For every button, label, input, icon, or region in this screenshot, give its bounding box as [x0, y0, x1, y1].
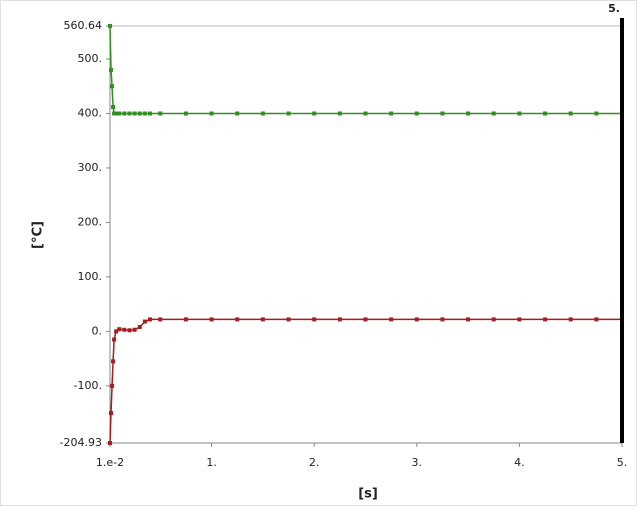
series-line [109, 25, 622, 115]
data-point [235, 111, 240, 116]
data-point [148, 111, 153, 116]
data-point [108, 24, 112, 28]
x-tick-label: 4. [514, 456, 525, 469]
data-point [108, 441, 112, 445]
data-point [543, 317, 548, 322]
y-tick-label: 0. [92, 324, 103, 337]
data-point [466, 317, 471, 322]
data-point [137, 111, 142, 116]
data-point [312, 111, 317, 116]
x-tick-label: 1.e-2 [96, 456, 124, 469]
data-point [312, 317, 317, 322]
data-point [127, 328, 132, 333]
data-point [148, 317, 153, 322]
data-point [440, 317, 445, 322]
y-tick-label: 500. [78, 52, 103, 65]
data-point [260, 111, 265, 116]
data-point [568, 111, 573, 116]
data-point [158, 111, 163, 116]
data-point [132, 327, 137, 332]
time-marker-label: 5. [608, 2, 620, 15]
data-point [414, 317, 419, 322]
data-point [568, 317, 573, 322]
data-point [337, 317, 342, 322]
y-tick-label: 300. [78, 161, 103, 174]
data-point [337, 111, 342, 116]
data-point [183, 111, 188, 116]
x-tick-label: 5. [617, 456, 628, 469]
data-point [466, 111, 471, 116]
data-point [363, 111, 368, 116]
x-axis-title: [s] [358, 487, 378, 502]
y-tick-label: 400. [78, 106, 103, 119]
data-point [110, 84, 115, 89]
data-point [132, 111, 137, 116]
data-point [117, 111, 122, 116]
data-point [117, 327, 122, 332]
data-point [440, 111, 445, 116]
data-point [235, 317, 240, 322]
data-point [122, 111, 127, 116]
data-point [594, 111, 599, 116]
y-axis-title: [°C] [31, 221, 46, 249]
data-point [112, 337, 117, 342]
data-point [142, 319, 147, 324]
data-point [127, 111, 132, 116]
data-point [142, 111, 147, 116]
data-point [363, 317, 368, 322]
data-point [111, 104, 116, 109]
data-point [158, 317, 163, 322]
x-tick-label: 1. [206, 456, 217, 469]
data-point [517, 317, 522, 322]
data-point [122, 327, 127, 332]
y-tick-label: -204.93 [60, 436, 102, 449]
x-tick-label: 3. [412, 456, 423, 469]
data-point [111, 359, 116, 364]
y-tick-label: 200. [78, 215, 103, 228]
data-point [286, 111, 291, 116]
data-point [260, 317, 265, 322]
data-point [543, 111, 548, 116]
y-tick-label: -100. [74, 379, 102, 392]
data-point [414, 111, 419, 116]
data-point [183, 317, 188, 322]
data-point [491, 317, 496, 322]
data-point [109, 67, 114, 72]
data-point [389, 317, 394, 322]
data-point [209, 111, 214, 116]
data-point [112, 111, 117, 116]
data-point [286, 317, 291, 322]
data-point [114, 329, 119, 334]
series-line [109, 318, 622, 444]
data-point [109, 411, 114, 416]
data-point [209, 317, 214, 322]
data-point [389, 111, 394, 116]
data-point [491, 111, 496, 116]
y-tick-label: 100. [78, 270, 103, 283]
y-tick-label: 560.64 [64, 19, 103, 32]
data-point [594, 317, 599, 322]
data-point [114, 111, 119, 116]
data-point [137, 325, 142, 330]
data-point [110, 383, 115, 388]
x-tick-label: 2. [309, 456, 320, 469]
data-point [517, 111, 522, 116]
